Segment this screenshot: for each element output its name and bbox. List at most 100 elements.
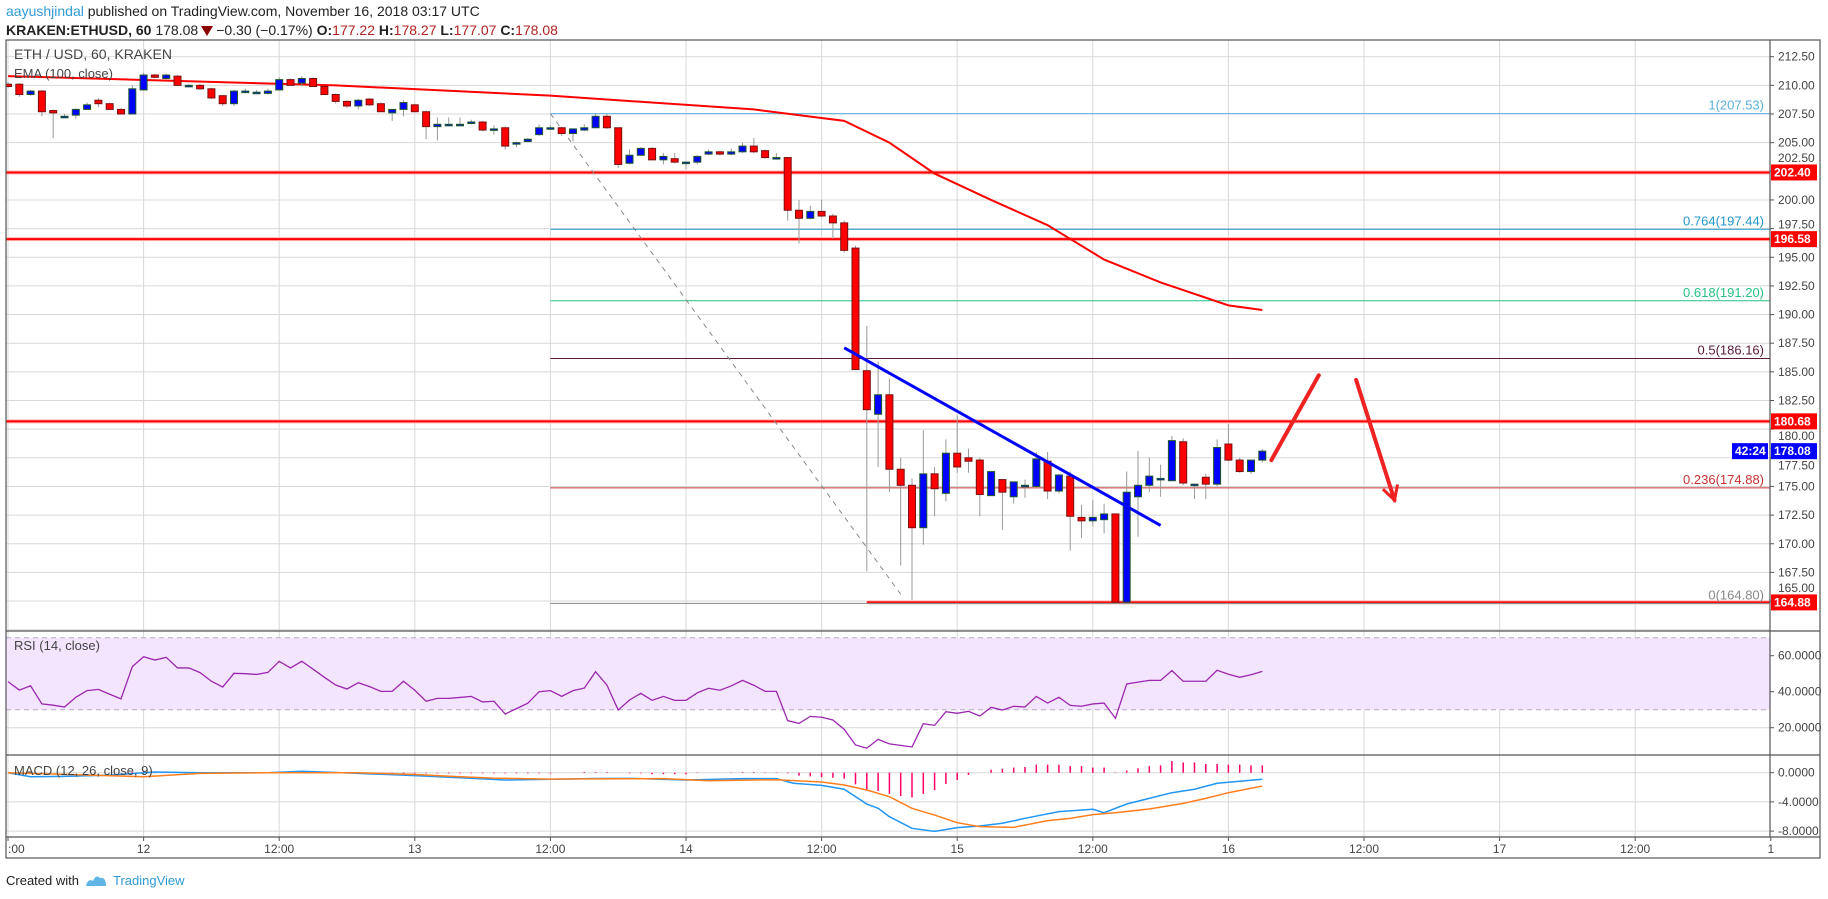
- candle: [207, 87, 216, 100]
- author-link[interactable]: aayushjindal: [6, 3, 84, 19]
- price-axis-label: 187.50: [1778, 336, 1815, 350]
- candle: [263, 88, 272, 95]
- open-label: O:: [316, 22, 333, 38]
- bar-countdown-badge-text: 42:24: [1735, 444, 1766, 458]
- time-axis-label[interactable]: 12:00: [535, 842, 565, 856]
- candle: [1054, 473, 1063, 494]
- time-axis-label[interactable]: 12: [137, 842, 151, 856]
- candle-body: [1066, 475, 1075, 517]
- price-axis-label: 210.00: [1778, 78, 1815, 92]
- candle-body: [230, 90, 238, 105]
- candle: [467, 119, 476, 125]
- time-axis-label[interactable]: 12:00: [1078, 842, 1108, 856]
- publish-info: published on TradingView.com, November 1…: [83, 3, 480, 19]
- candle-body: [569, 128, 577, 134]
- price-axis-label: 180.00: [1778, 429, 1815, 443]
- candle-body: [557, 127, 566, 134]
- arrowhead-icon: [1381, 484, 1400, 504]
- candle: [15, 83, 24, 97]
- forecast-arrow[interactable]: [1269, 373, 1321, 463]
- candle-body: [37, 90, 46, 113]
- candle-body: [1190, 483, 1199, 487]
- high-label: H:: [378, 22, 394, 38]
- time-axis-label[interactable]: 17: [1493, 842, 1507, 856]
- candle-body: [286, 79, 295, 86]
- time-axis-label[interactable]: 1: [1767, 842, 1774, 856]
- time-axis-label[interactable]: 12:00: [807, 842, 837, 856]
- time-axis-label[interactable]: 12:00: [1349, 842, 1379, 856]
- time-axis-label[interactable]: 16: [1222, 842, 1236, 856]
- candle: [196, 84, 205, 90]
- time-axis-label[interactable]: 15: [951, 842, 965, 856]
- candle-body: [365, 98, 374, 106]
- time-axis-label[interactable]: 13: [408, 842, 422, 856]
- forecast-arrow[interactable]: [1354, 377, 1397, 503]
- candle-body: [1247, 459, 1255, 473]
- descending-trendline[interactable]: [843, 346, 1162, 527]
- candle-body: [489, 128, 498, 131]
- bar-countdown-badge-bg: [1732, 443, 1768, 460]
- candle: [919, 430, 928, 545]
- candle: [309, 77, 318, 87]
- price-axis-label: 207.50: [1778, 107, 1815, 121]
- candle-body: [535, 127, 544, 136]
- candle-body: [693, 155, 702, 163]
- candle: [602, 114, 611, 129]
- candle-body: [1043, 460, 1052, 492]
- macd-legend[interactable]: MACD (12, 26, close, 9): [14, 763, 153, 778]
- candle-body: [1213, 446, 1222, 485]
- candle-body: [184, 84, 193, 88]
- candle: [139, 72, 148, 91]
- last-price-badge-text: 178.08: [1774, 444, 1811, 458]
- time-axis-label[interactable]: 12:00: [1620, 842, 1650, 856]
- fib-trend-dashed-line[interactable]: [549, 113, 902, 595]
- rsi-legend[interactable]: RSI (14, close): [14, 638, 100, 653]
- candle-body: [49, 110, 58, 114]
- candle-body: [896, 468, 905, 486]
- time-axis-label[interactable]: :00: [8, 842, 25, 856]
- candle-body: [512, 142, 521, 145]
- candle: [1021, 479, 1029, 498]
- candle: [331, 93, 340, 104]
- candle-body: [456, 123, 464, 127]
- ema-legend[interactable]: EMA (100, close): [14, 66, 113, 81]
- candle: [128, 85, 137, 115]
- fib-level-label: 0.5(186.16): [1698, 343, 1765, 358]
- ema-100-line: [7, 75, 1263, 311]
- candle-body: [1122, 491, 1131, 603]
- candle-body: [196, 84, 205, 90]
- macd-axis-label: -4.0000: [1778, 795, 1819, 809]
- candle: [365, 97, 374, 106]
- candle: [433, 117, 442, 141]
- time-axis-label[interactable]: 14: [679, 842, 693, 856]
- candle: [908, 478, 916, 600]
- candle: [535, 124, 544, 136]
- candle: [862, 326, 871, 572]
- open-value: 177.22: [332, 22, 375, 38]
- chart-title: ETH / USD, 60, KRAKEN: [14, 46, 172, 62]
- candle: [772, 152, 781, 160]
- price-axis-label: 172.50: [1778, 508, 1815, 522]
- rsi-band: [6, 637, 1770, 710]
- candle: [320, 85, 329, 96]
- candle-body: [670, 158, 679, 163]
- created-with-label: Created with: [6, 872, 79, 888]
- candle-body: [444, 123, 453, 127]
- candle-body: [682, 161, 690, 165]
- price-axis-label: 177.50: [1778, 459, 1815, 473]
- price-axis-label: 195.00: [1778, 250, 1815, 264]
- last-price: 178.08: [155, 22, 199, 38]
- candle: [399, 100, 408, 117]
- rsi-axis-label: 40.0000: [1778, 685, 1822, 699]
- candle: [6, 81, 12, 88]
- candle-body: [207, 88, 216, 99]
- candle: [930, 466, 939, 517]
- time-axis-label[interactable]: 12:00: [264, 842, 294, 856]
- candle: [1088, 500, 1097, 527]
- candle: [614, 127, 623, 168]
- candle-body: [433, 123, 442, 128]
- candle: [252, 89, 261, 95]
- tradingview-link[interactable]: TradingView: [112, 872, 185, 888]
